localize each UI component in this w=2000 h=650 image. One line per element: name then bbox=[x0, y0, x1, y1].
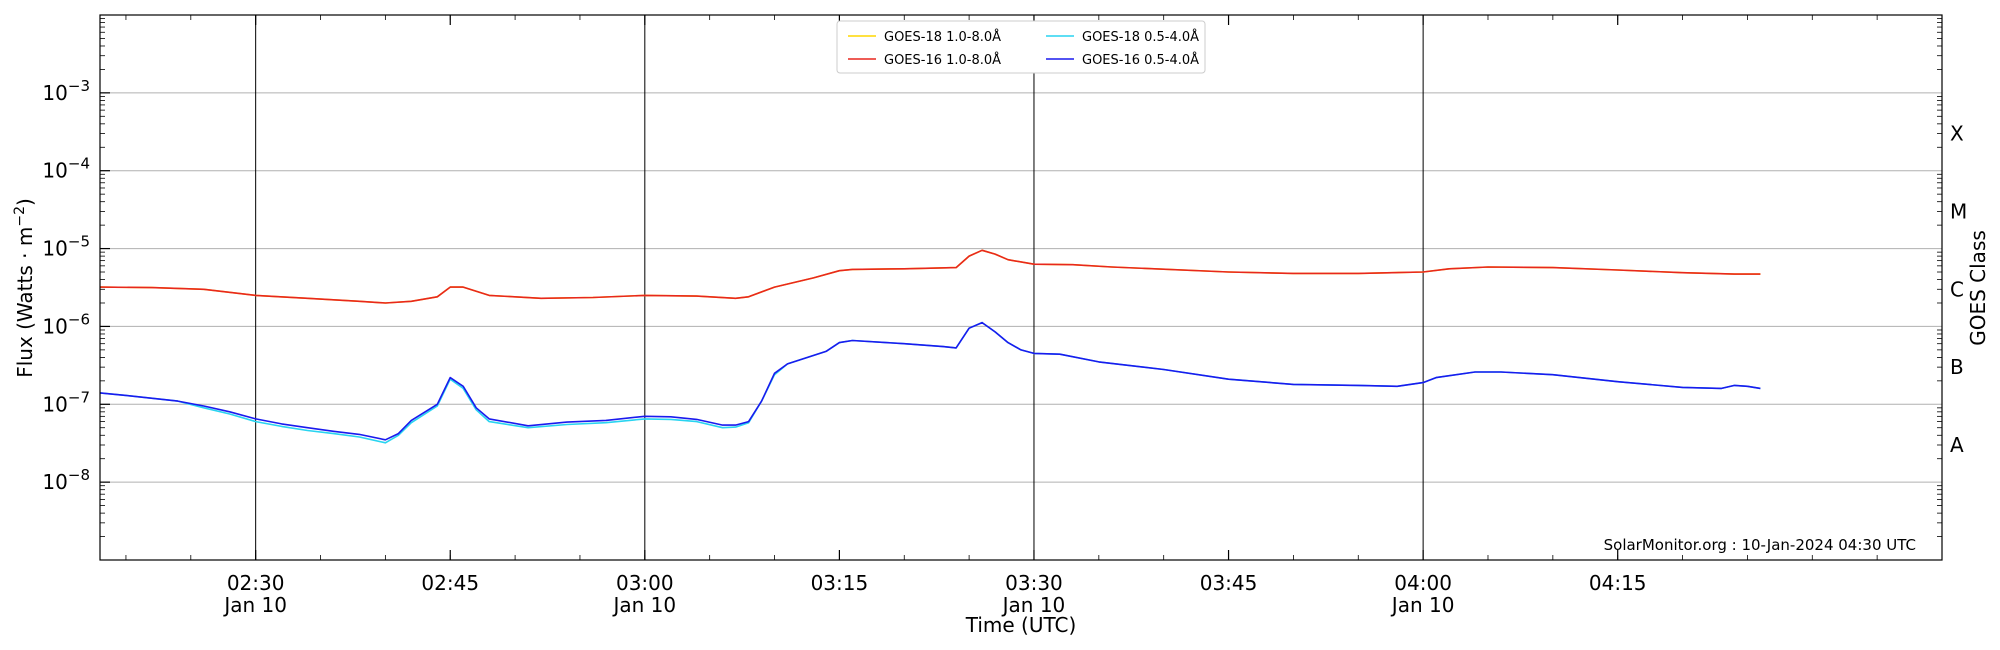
y-axis-title-exponent: −2 bbox=[12, 206, 28, 227]
x-tick-label: 04:15 bbox=[1589, 571, 1647, 595]
goes-class-label: C bbox=[1950, 277, 1964, 301]
legend-box bbox=[836, 20, 1206, 74]
x-tick-date-label: Jan 10 bbox=[1001, 593, 1066, 617]
goes-class-label: X bbox=[1950, 122, 1964, 146]
x-tick-label: 02:30 bbox=[227, 571, 285, 595]
plot-area bbox=[100, 15, 1942, 560]
y-tick-label: 10−4 bbox=[42, 155, 90, 183]
legend-label: GOES-16 0.5-4.0Å bbox=[1082, 52, 1199, 68]
x-tick-label: 04:00 bbox=[1394, 571, 1452, 595]
y-tick-label: 10−5 bbox=[42, 233, 90, 261]
x-tick-label: 03:00 bbox=[616, 571, 674, 595]
goes-class-axis-title: GOES Class bbox=[1966, 230, 1990, 346]
series-layer bbox=[99, 249, 1761, 444]
credit-text: SolarMonitor.org : 10-Jan-2024 04:30 UTC bbox=[1604, 536, 1916, 554]
goes-class-label: B bbox=[1950, 355, 1964, 379]
y-axis-title-close: ) bbox=[13, 198, 37, 206]
goes-class-label: M bbox=[1950, 199, 1967, 223]
y-tick-label: 10−3 bbox=[42, 77, 90, 105]
y-axis-title-text: Flux (Watts · m bbox=[13, 227, 37, 378]
series-line bbox=[99, 249, 1761, 304]
x-tick-label: 03:45 bbox=[1200, 571, 1258, 595]
legend-label: GOES-16 1.0-8.0Å bbox=[884, 52, 1001, 68]
y-tick-label: 10−6 bbox=[42, 310, 90, 338]
x-tick-date-label: Jan 10 bbox=[1390, 593, 1455, 617]
y-axis-title: Flux (Watts · m−2) bbox=[12, 198, 37, 378]
x-tick-date-label: Jan 10 bbox=[611, 593, 676, 617]
plot-frame bbox=[99, 14, 1943, 561]
y-tick-label: 10−7 bbox=[42, 388, 90, 416]
series-line bbox=[99, 321, 1761, 441]
legend-label: GOES-18 1.0-8.0Å bbox=[884, 29, 1001, 45]
x-tick-label: 02:45 bbox=[421, 571, 479, 595]
grid-layer bbox=[100, 15, 1942, 560]
x-tick-date-label: Jan 10 bbox=[222, 593, 287, 617]
x-axis-title: Time (UTC) bbox=[965, 613, 1077, 637]
goes-class-label: A bbox=[1950, 433, 1964, 457]
legend: GOES-18 1.0-8.0Å GOES-16 1.0-8.0Å GOES-18 … bbox=[836, 20, 1206, 74]
y-tick-label: 10−8 bbox=[42, 466, 90, 494]
x-tick-label: 03:30 bbox=[1005, 571, 1063, 595]
legend-label: GOES-18 0.5-4.0Å bbox=[1082, 29, 1199, 45]
x-tick-label: 03:15 bbox=[811, 571, 869, 595]
